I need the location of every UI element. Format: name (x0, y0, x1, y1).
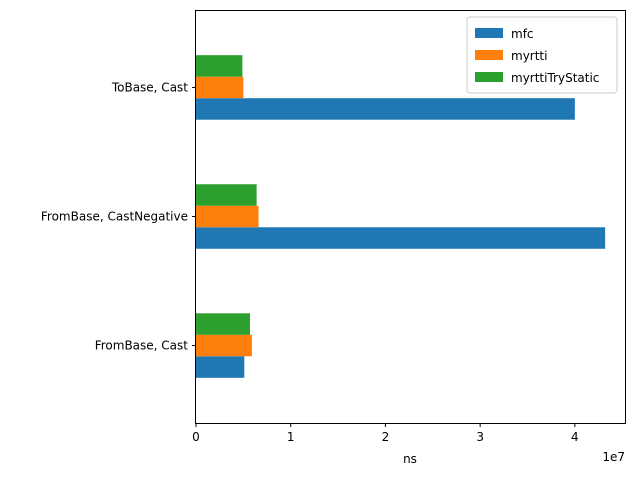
bar-myrttiTryStatic-1 (196, 184, 257, 206)
x-axis-offset-label: 1e7 (602, 450, 625, 464)
bar-myrttiTryStatic-2 (196, 55, 243, 77)
bar-myrttiTryStatic-0 (196, 313, 250, 335)
x-tick-label: 2 (382, 430, 390, 444)
legend: mfc myrtti myrttiTryStatic (466, 16, 618, 94)
legend-label: myrttiTryStatic (511, 71, 599, 85)
x-axis: 0 1 2 3 4 (192, 423, 579, 444)
legend-box (466, 16, 618, 94)
bar-myrtti-2 (196, 76, 244, 99)
y-tick-label: ToBase, Cast (111, 80, 188, 94)
bars-layer (196, 55, 606, 378)
x-tick-label: 0 (192, 430, 200, 444)
bar-myrtti-1 (196, 205, 259, 228)
legend-swatch-myrttiTryStatic (475, 72, 503, 82)
bar-myrtti-0 (196, 334, 252, 357)
legend-label: mfc (511, 27, 534, 41)
bar-mfc-0 (196, 356, 245, 378)
bar-mfc-2 (196, 98, 575, 120)
y-tick-label: FromBase, Cast (95, 339, 189, 353)
bar-mfc-1 (196, 227, 606, 249)
legend-label: myrtti (511, 49, 547, 63)
y-tick-label: FromBase, CastNegative (41, 210, 188, 224)
legend-swatch-mfc (475, 28, 503, 38)
x-tick-label: 1 (287, 430, 295, 444)
legend-swatch-myrtti (475, 50, 503, 60)
x-axis-label: ns (403, 452, 417, 466)
x-tick-label: 3 (476, 430, 484, 444)
x-tick-label: 4 (571, 430, 579, 444)
y-axis: FromBase, Cast FromBase, CastNegative ToBa… (41, 80, 196, 353)
